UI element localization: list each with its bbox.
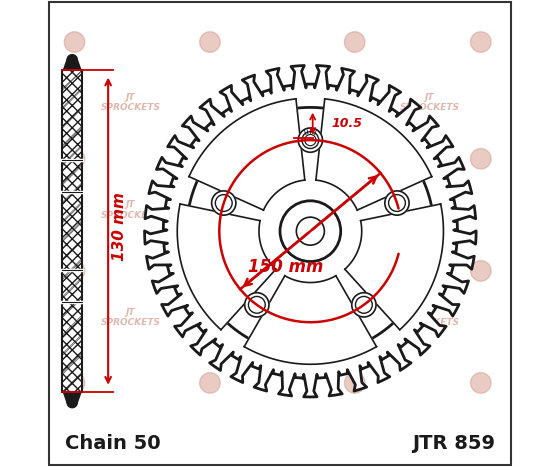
Text: JT
SPROCKETS: JT SPROCKETS — [399, 308, 459, 327]
Circle shape — [470, 32, 491, 52]
Polygon shape — [345, 204, 444, 330]
Circle shape — [216, 195, 232, 212]
Circle shape — [200, 32, 220, 52]
Polygon shape — [178, 204, 276, 330]
Circle shape — [249, 297, 265, 313]
Bar — [62, 70, 82, 392]
Bar — [62, 70, 82, 392]
Text: JT
SPROCKETS: JT SPROCKETS — [101, 308, 161, 327]
Text: 卐: 卐 — [352, 312, 358, 323]
Text: JT
SPROCKETS: JT SPROCKETS — [250, 308, 310, 327]
Circle shape — [296, 217, 324, 245]
Text: 150 mm: 150 mm — [248, 258, 324, 276]
Circle shape — [298, 128, 323, 152]
Circle shape — [385, 191, 409, 215]
Text: 卐: 卐 — [352, 98, 358, 108]
Polygon shape — [189, 99, 305, 210]
Text: JT
SPROCKETS: JT SPROCKETS — [250, 93, 310, 113]
Text: JT
SPROCKETS: JT SPROCKETS — [399, 93, 459, 113]
Circle shape — [280, 201, 340, 262]
Polygon shape — [244, 276, 376, 364]
Text: 卐: 卐 — [207, 98, 213, 108]
Circle shape — [302, 132, 319, 149]
Polygon shape — [316, 99, 432, 210]
Text: JT
SPROCKETS: JT SPROCKETS — [399, 200, 459, 220]
Circle shape — [344, 32, 365, 52]
Polygon shape — [63, 392, 81, 403]
Circle shape — [200, 373, 220, 393]
Text: JT
SPROCKETS: JT SPROCKETS — [101, 93, 161, 113]
Circle shape — [470, 373, 491, 393]
Circle shape — [470, 261, 491, 281]
Text: Chain 50: Chain 50 — [65, 434, 161, 453]
Circle shape — [389, 195, 405, 212]
Circle shape — [64, 373, 85, 393]
Circle shape — [352, 293, 376, 317]
Text: JT
SPROCKETS: JT SPROCKETS — [101, 200, 161, 220]
Text: JTR 859: JTR 859 — [412, 434, 495, 453]
Circle shape — [344, 261, 365, 281]
Polygon shape — [144, 65, 476, 397]
Text: 卐: 卐 — [352, 205, 358, 215]
Circle shape — [344, 373, 365, 393]
Circle shape — [67, 55, 77, 65]
Circle shape — [245, 293, 269, 317]
Text: 130 mm: 130 mm — [113, 192, 127, 261]
Circle shape — [356, 297, 372, 313]
Text: 卐: 卐 — [207, 312, 213, 323]
Polygon shape — [63, 60, 81, 70]
Circle shape — [212, 191, 236, 215]
Circle shape — [305, 134, 316, 146]
Text: JT
SPROCKETS: JT SPROCKETS — [250, 200, 310, 220]
Bar — [62, 70, 82, 392]
Circle shape — [470, 149, 491, 169]
Circle shape — [64, 261, 85, 281]
Circle shape — [64, 149, 85, 169]
Circle shape — [64, 32, 85, 52]
Text: 10.5: 10.5 — [332, 117, 362, 130]
Circle shape — [67, 397, 77, 408]
Circle shape — [200, 261, 220, 281]
Text: 卐: 卐 — [207, 205, 213, 215]
